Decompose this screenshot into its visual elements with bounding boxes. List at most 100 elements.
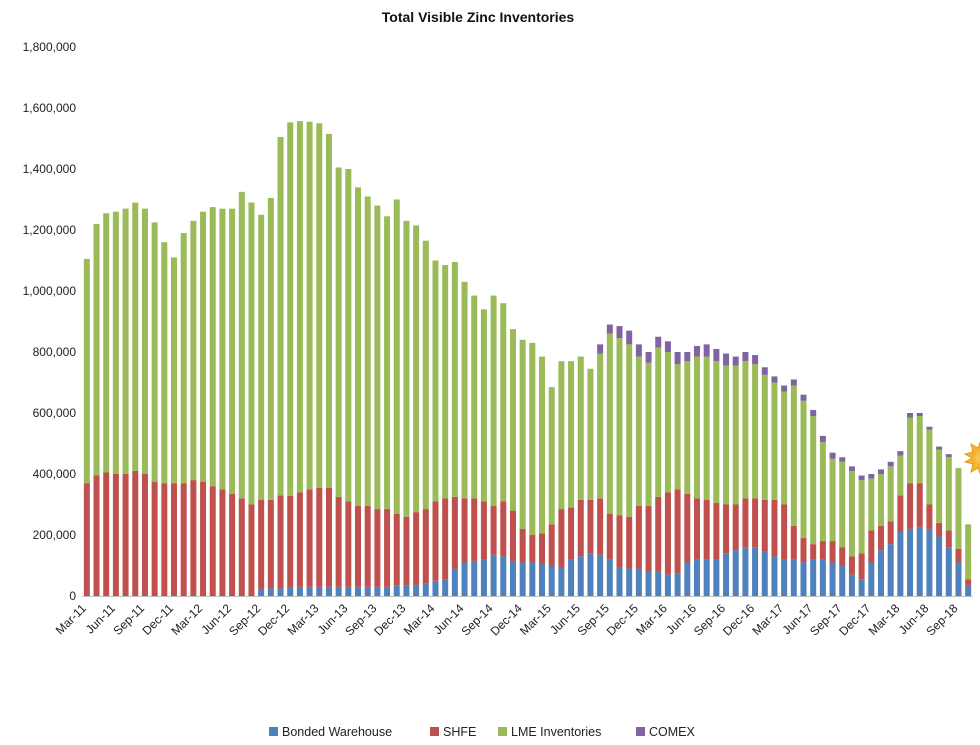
bar-segment bbox=[219, 208, 226, 490]
bars-layer bbox=[83, 121, 972, 597]
bar-segment bbox=[693, 345, 700, 357]
bar-segment bbox=[539, 356, 546, 534]
bar-segment bbox=[858, 553, 865, 580]
bar-segment bbox=[742, 498, 749, 548]
chart-title: Total Visible Zinc Inventories bbox=[382, 9, 575, 25]
bar-segment bbox=[732, 356, 739, 366]
bar-segment bbox=[684, 493, 691, 563]
bar-segment bbox=[539, 563, 546, 596]
x-axis-ticks: Mar-11Jun-11Sep-11Dec-11Mar-12Jun-12Sep-… bbox=[53, 601, 961, 638]
bar-segment bbox=[83, 258, 90, 484]
bar-segment bbox=[897, 455, 904, 496]
bar-segment bbox=[771, 382, 778, 500]
x-tick-label: Dec-11 bbox=[139, 601, 176, 638]
bar-segment bbox=[703, 356, 710, 500]
bar-segment bbox=[655, 347, 662, 497]
bar-segment bbox=[93, 223, 100, 476]
bar-segment bbox=[819, 541, 826, 560]
bar-segment bbox=[267, 588, 274, 597]
bar-segment bbox=[238, 191, 245, 499]
bar-segment bbox=[945, 454, 952, 458]
bar-segment bbox=[742, 352, 749, 362]
x-tick-label: Mar-18 bbox=[866, 601, 903, 638]
bar-segment bbox=[616, 515, 623, 568]
bar-segment bbox=[790, 379, 797, 386]
y-tick-label: 0 bbox=[69, 589, 76, 603]
bar-segment bbox=[877, 469, 884, 474]
bar-segment bbox=[907, 483, 914, 529]
y-tick-label: 1,000,000 bbox=[23, 284, 77, 298]
bar-segment bbox=[451, 262, 458, 497]
bar-segment bbox=[393, 585, 400, 596]
bar-segment bbox=[829, 562, 836, 596]
bar-segment bbox=[887, 544, 894, 596]
bar-segment bbox=[742, 547, 749, 596]
legend-item: COMEX bbox=[636, 725, 696, 739]
bar-segment bbox=[355, 586, 362, 596]
bar-segment bbox=[461, 281, 468, 499]
bar-segment bbox=[723, 365, 730, 505]
bar-segment bbox=[616, 338, 623, 516]
bar-segment bbox=[577, 356, 584, 500]
bar-segment bbox=[432, 260, 439, 502]
bar-segment bbox=[112, 211, 119, 474]
bar-segment bbox=[761, 367, 768, 375]
bar-segment bbox=[606, 333, 613, 514]
x-tick-label: Sep-17 bbox=[807, 601, 844, 638]
bar-segment bbox=[723, 553, 730, 596]
bar-segment bbox=[335, 586, 342, 596]
bar-segment bbox=[277, 588, 284, 597]
bar-segment bbox=[723, 504, 730, 554]
y-tick-label: 800,000 bbox=[33, 345, 77, 359]
bar-segment bbox=[509, 510, 516, 561]
x-tick-label: Sep-15 bbox=[575, 601, 612, 638]
x-tick-label: Dec-16 bbox=[720, 601, 757, 638]
bar-segment bbox=[519, 562, 526, 596]
bar-segment bbox=[829, 541, 836, 563]
bar-segment bbox=[364, 506, 371, 587]
bar-segment bbox=[907, 417, 914, 484]
bar-segment bbox=[674, 489, 681, 574]
bar-segment bbox=[432, 580, 439, 596]
bar-segment bbox=[190, 220, 197, 481]
bar-segment bbox=[674, 352, 681, 365]
bar-segment bbox=[209, 486, 216, 596]
bar-segment bbox=[674, 364, 681, 490]
bar-segment bbox=[568, 361, 575, 508]
y-tick-label: 1,400,000 bbox=[23, 162, 77, 176]
bar-segment bbox=[248, 202, 255, 505]
bar-segment bbox=[800, 400, 807, 539]
bar-segment bbox=[655, 571, 662, 596]
bar-segment bbox=[267, 499, 274, 589]
bar-segment bbox=[548, 387, 555, 525]
bar-segment bbox=[839, 461, 846, 548]
bar-segment bbox=[355, 506, 362, 587]
x-tick-label: Dec-12 bbox=[255, 601, 292, 638]
bar-segment bbox=[955, 548, 962, 563]
x-tick-label: Sep-12 bbox=[226, 601, 263, 638]
bar-segment bbox=[345, 586, 352, 596]
bar-segment bbox=[752, 547, 759, 596]
bar-segment bbox=[248, 504, 255, 596]
bar-segment bbox=[384, 216, 391, 510]
x-tick-label: Dec-14 bbox=[488, 601, 525, 638]
bar-segment bbox=[200, 211, 207, 482]
y-tick-label: 1,200,000 bbox=[23, 223, 77, 237]
bar-segment bbox=[771, 499, 778, 557]
bar-segment bbox=[839, 457, 846, 462]
bar-segment bbox=[916, 483, 923, 528]
legend-swatch bbox=[498, 727, 507, 736]
bar-segment bbox=[597, 554, 604, 596]
bar-segment bbox=[868, 530, 875, 563]
bar-segment bbox=[626, 516, 633, 569]
bar-segment bbox=[393, 199, 400, 514]
bar-segment bbox=[451, 568, 458, 596]
y-tick-label: 1,800,000 bbox=[23, 40, 77, 54]
bar-segment bbox=[916, 416, 923, 484]
bar-segment bbox=[355, 187, 362, 507]
bar-segment bbox=[500, 303, 507, 502]
bar-segment bbox=[277, 136, 284, 496]
bar-segment bbox=[577, 499, 584, 557]
bar-segment bbox=[703, 559, 710, 596]
